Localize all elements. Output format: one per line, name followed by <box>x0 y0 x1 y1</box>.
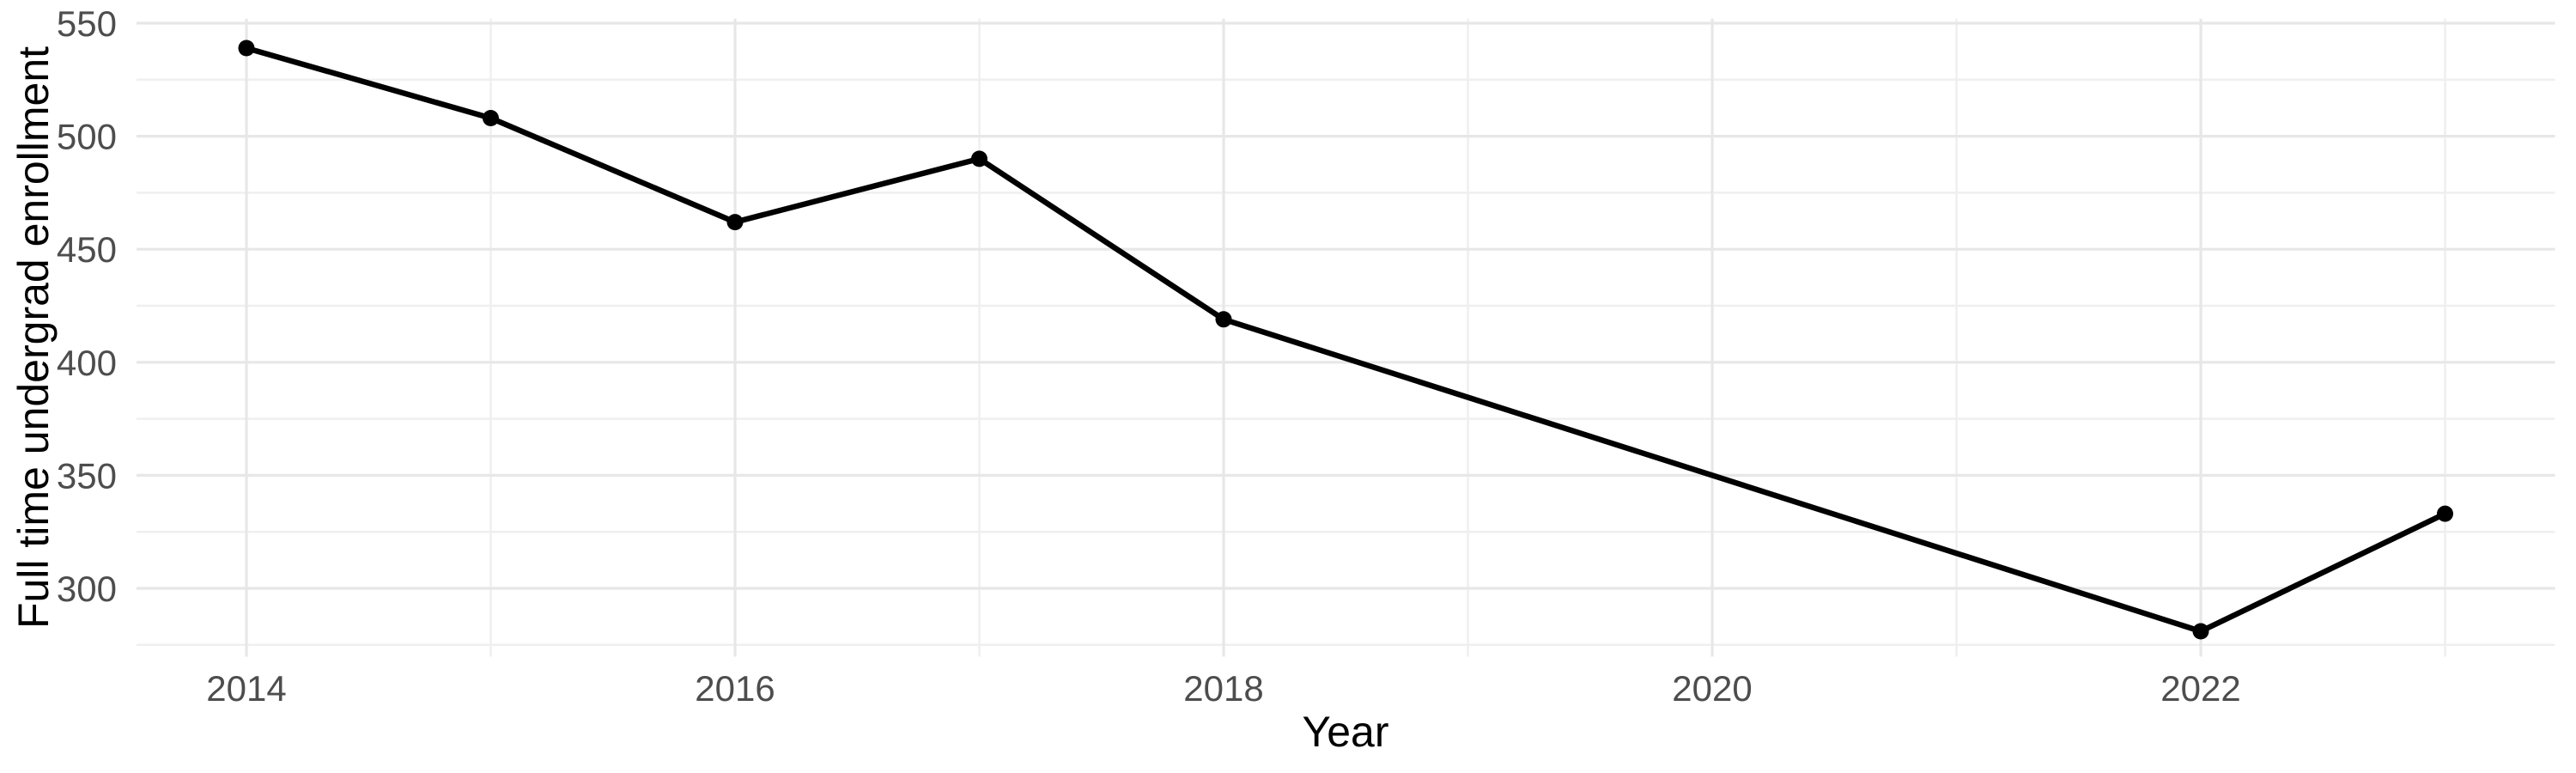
data-point-2017 <box>971 150 987 167</box>
y-tick-label-300: 300 <box>57 569 117 609</box>
data-point-2014 <box>238 40 255 57</box>
x-tick-label-2014: 2014 <box>206 668 286 709</box>
y-axis-title: Full time undergrad enrollment <box>9 46 58 629</box>
data-point-2022 <box>2192 623 2209 640</box>
y-tick-label-450: 450 <box>57 229 117 270</box>
y-tick-label-550: 550 <box>57 3 117 44</box>
gridlines-major <box>137 18 2555 657</box>
x-tick-label-2022: 2022 <box>2160 668 2240 709</box>
x-tick-label-2020: 2020 <box>1672 668 1752 709</box>
y-tick-label-500: 500 <box>57 117 117 157</box>
data-point-2018 <box>1215 311 1232 328</box>
data-point-2015 <box>483 110 499 126</box>
gridlines-minor <box>137 18 2555 657</box>
x-tick-label-2016: 2016 <box>695 668 775 709</box>
y-tick-label-350: 350 <box>57 455 117 496</box>
data-series-layer <box>238 40 2453 640</box>
axis-tick-labels: 300 350 400 450 500 550 2014 2016 2018 2020 2022 <box>57 3 2241 709</box>
data-point-2016 <box>726 214 744 231</box>
x-tick-label-2018: 2018 <box>1183 668 1263 709</box>
y-tick-label-400: 400 <box>57 343 117 383</box>
x-axis-title: Year <box>1302 708 1388 756</box>
data-point-2023 <box>2437 505 2453 522</box>
